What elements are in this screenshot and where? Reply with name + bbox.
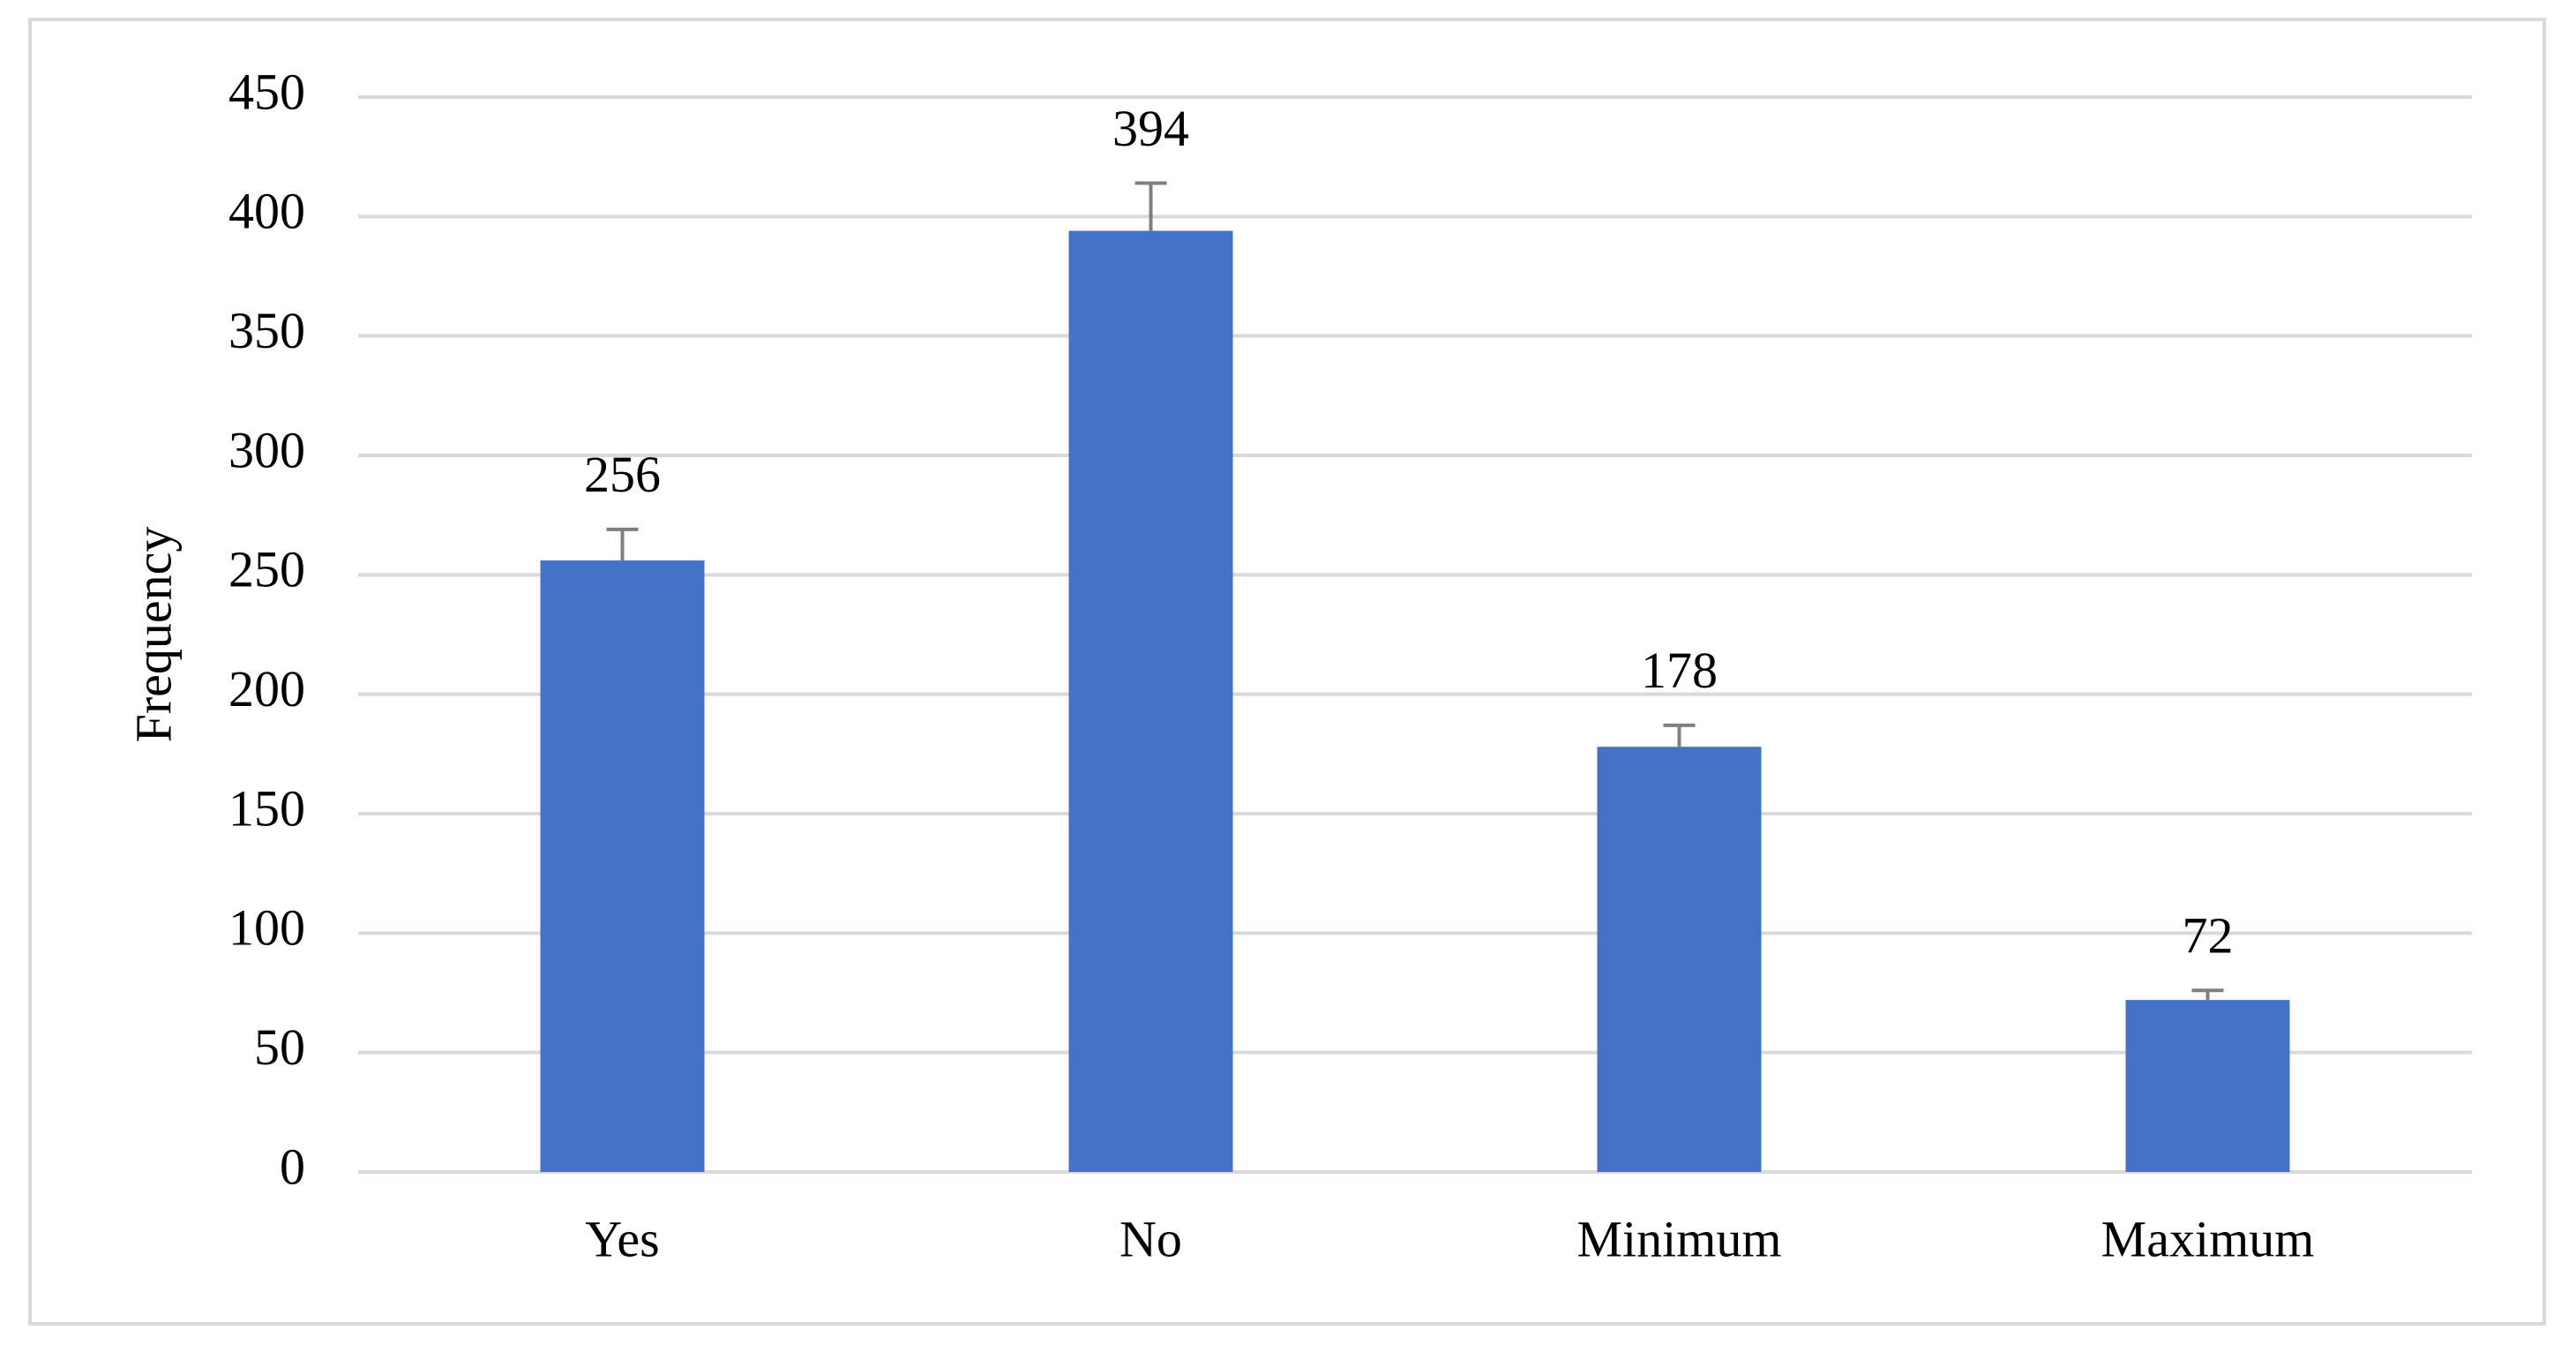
x-tick-label: Minimum bbox=[1576, 1210, 1781, 1267]
value-label: 178 bbox=[1641, 642, 1718, 699]
x-tick-label: No bbox=[1120, 1210, 1182, 1267]
y-tick-label: 400 bbox=[228, 183, 305, 240]
y-axis-label: Frequency bbox=[124, 527, 182, 743]
y-tick-label: 350 bbox=[228, 302, 305, 359]
bar bbox=[540, 560, 705, 1172]
bar bbox=[1068, 230, 1233, 1172]
chart-border bbox=[28, 18, 2546, 1326]
value-label: 394 bbox=[1112, 100, 1189, 157]
value-label: 256 bbox=[584, 446, 661, 503]
y-tick-label: 100 bbox=[228, 899, 305, 957]
bar bbox=[2125, 1000, 2290, 1172]
x-tick-label: Maximum bbox=[2101, 1210, 2315, 1267]
y-tick-label: 450 bbox=[228, 63, 305, 120]
y-tick-label: 250 bbox=[228, 541, 305, 598]
y-tick-label: 200 bbox=[228, 660, 305, 717]
bar bbox=[1597, 747, 1762, 1172]
y-tick-label: 300 bbox=[228, 421, 305, 478]
y-tick-label: 150 bbox=[228, 779, 305, 837]
y-tick-label: 0 bbox=[280, 1138, 305, 1195]
value-label: 72 bbox=[2183, 907, 2234, 965]
x-tick-label: Yes bbox=[585, 1210, 659, 1267]
y-tick-label: 50 bbox=[254, 1018, 305, 1076]
